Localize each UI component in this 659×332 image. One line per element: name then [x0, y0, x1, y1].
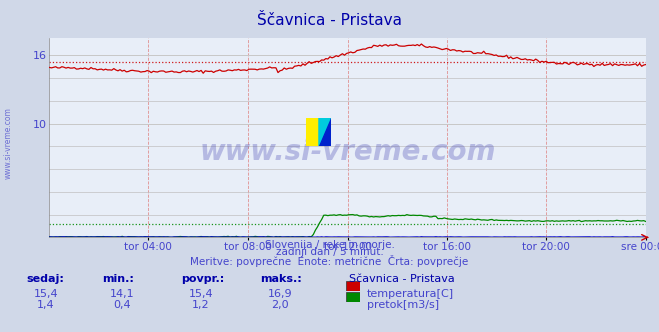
Polygon shape [319, 118, 331, 146]
Text: pretok[m3/s]: pretok[m3/s] [367, 300, 439, 310]
Text: 15,4: 15,4 [34, 289, 59, 299]
Text: 16,9: 16,9 [268, 289, 293, 299]
Text: temperatura[C]: temperatura[C] [367, 289, 454, 299]
Text: min.:: min.: [102, 274, 134, 284]
Text: Sčavnica - Pristava: Sčavnica - Pristava [349, 274, 455, 284]
Text: Meritve: povprečne  Enote: metrične  Črta: povprečje: Meritve: povprečne Enote: metrične Črta:… [190, 255, 469, 267]
Text: www.si-vreme.com: www.si-vreme.com [200, 138, 496, 166]
Text: sedaj:: sedaj: [26, 274, 64, 284]
Polygon shape [319, 118, 331, 146]
Text: Ščavnica - Pristava: Ščavnica - Pristava [257, 13, 402, 28]
Text: 0,4: 0,4 [113, 300, 130, 310]
Text: 1,2: 1,2 [192, 300, 210, 310]
Polygon shape [306, 118, 319, 146]
Text: Slovenija / reke in morje.: Slovenija / reke in morje. [264, 240, 395, 250]
Text: 14,1: 14,1 [109, 289, 134, 299]
Text: www.si-vreme.com: www.si-vreme.com [3, 107, 13, 179]
Text: 2,0: 2,0 [272, 300, 289, 310]
Text: povpr.:: povpr.: [181, 274, 225, 284]
Text: 15,4: 15,4 [188, 289, 214, 299]
Text: 1,4: 1,4 [38, 300, 55, 310]
Text: maks.:: maks.: [260, 274, 302, 284]
Text: zadnji dan / 5 minut.: zadnji dan / 5 minut. [275, 247, 384, 257]
